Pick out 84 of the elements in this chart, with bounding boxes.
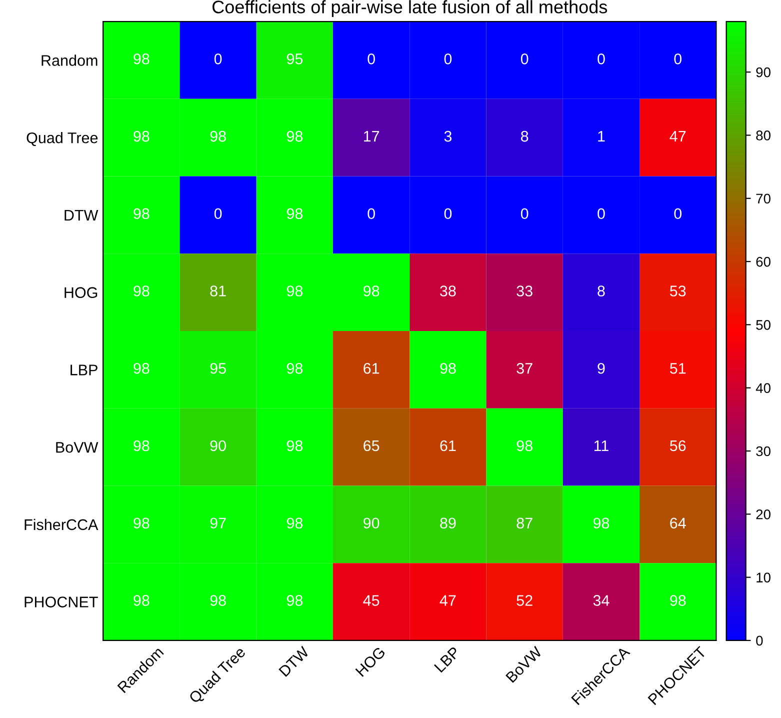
data-label: 87 [516,518,532,529]
y-tick-label: HOG [64,287,98,298]
data-label: 47 [670,131,686,142]
data-label: 47 [440,595,456,606]
data-label: 9 [598,362,605,374]
data-label: 81 [210,286,226,296]
data-label: 98 [516,440,532,452]
data-label: 11 [594,440,608,451]
color-bar-label: 50 [756,320,770,330]
data-label: 98 [286,362,303,374]
data-label: 98 [286,518,303,529]
data-label: 98 [286,595,303,606]
data-label: 98 [210,595,226,606]
data-label: 98 [134,208,150,220]
y-tick-label: BoVW [56,442,98,453]
chart-title: Coefficients of pair-wise late fusion of all methods [212,0,608,17]
y-tick-label: Random [42,54,98,66]
data-label: 98 [134,130,150,142]
data-label: 97 [210,518,226,529]
data-label: 0 [598,54,605,64]
data-label: 53 [670,286,686,296]
data-label: 98 [286,208,303,220]
data-label: 51 [670,363,686,374]
data-label: 98 [134,518,150,529]
data-label: 98 [593,518,610,529]
data-label: 37 [516,362,532,374]
data-label: 34 [593,595,610,606]
data-label: 52 [516,595,532,606]
data-label: 98 [440,362,456,374]
color-bar-label: 0 [756,636,763,646]
data-label: 95 [286,54,303,64]
data-label: 98 [670,595,686,606]
y-tick-label: DTW [64,210,98,220]
data-label: 90 [210,440,226,452]
y-tick-label: FisherCCA [24,518,98,530]
data-label: 45 [363,595,380,606]
color-bar-label: 80 [756,130,770,140]
data-label: 98 [134,362,150,374]
data-label: 33 [516,286,532,296]
color-bar-label: 10 [756,572,770,582]
color-bar-label: 40 [756,383,770,394]
y-tick-label: PHOCNET [24,596,98,608]
data-label: 98 [210,130,226,142]
color-bar-label: 30 [756,446,770,456]
x-tick-label: LBP [434,646,460,673]
data-label: 17 [364,131,380,142]
color-bar-label: 70 [756,194,770,204]
data-label: 0 [368,208,375,220]
color-bar-label: 90 [756,67,770,78]
data-label: 98 [286,286,303,296]
data-label: 95 [210,362,226,374]
data-label: 0 [214,208,222,220]
data-label: 61 [440,440,456,452]
data-label: 98 [364,286,380,296]
data-label: 65 [364,440,380,452]
data-label: 90 [364,518,380,529]
y-tick-label: LBP [70,364,98,376]
color-bar-label: 20 [756,509,770,520]
data-label: 98 [286,130,303,142]
data-label: 64 [670,518,686,529]
color-bar-label: 60 [756,256,770,267]
data-label: 0 [520,54,528,64]
data-label: 1 [598,131,605,142]
data-label: 89 [440,518,456,529]
y-tick-label: Quad Tree [26,132,98,146]
data-label: 0 [368,54,375,64]
data-label: 56 [670,440,686,452]
data-label: 98 [134,286,150,296]
data-label: 0 [674,208,682,220]
data-label: 0 [598,208,605,220]
data-label: 98 [134,54,150,64]
data-label: 38 [440,286,456,296]
data-label: 8 [598,286,605,296]
data-label: 98 [134,440,150,452]
data-label: 8 [521,130,528,142]
data-label: 98 [286,440,303,452]
data-label: 0 [674,54,682,64]
data-label: 0 [214,54,222,64]
data-label: 98 [134,595,150,606]
data-label: 0 [444,208,452,220]
data-label: 61 [364,362,380,374]
data-label: 0 [444,54,452,64]
data-label: 0 [520,208,528,220]
data-label: 3 [444,130,452,142]
